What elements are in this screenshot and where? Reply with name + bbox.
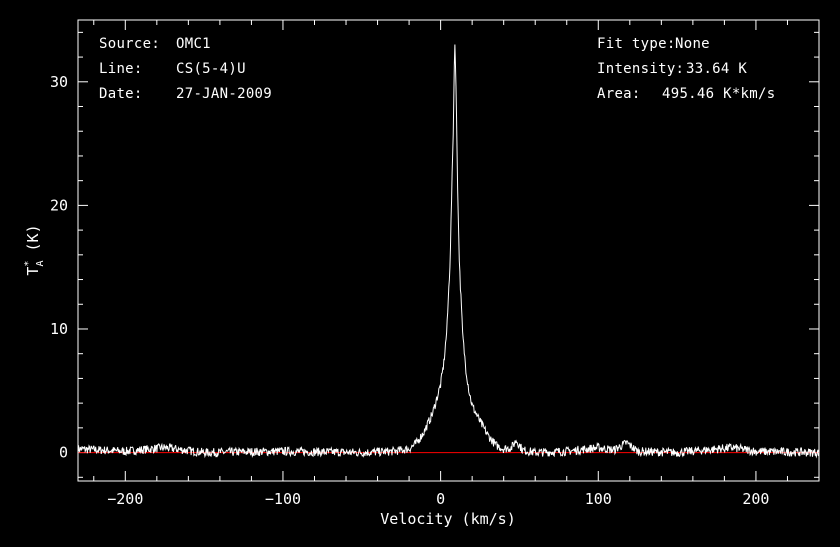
line-label: Line: bbox=[99, 61, 143, 77]
x-tick-label: 100 bbox=[585, 490, 612, 508]
x-tick-label: −100 bbox=[265, 490, 301, 508]
intensity-label: Intensity: bbox=[597, 61, 685, 77]
x-axis-label: Velocity (km/s) bbox=[380, 510, 515, 528]
svg-text:T*A (K): T*A (K) bbox=[23, 224, 46, 275]
date-label: Date: bbox=[99, 86, 143, 102]
x-tick-label: −200 bbox=[107, 490, 143, 508]
source-value: OMC1 bbox=[176, 36, 211, 52]
area-value: 495.46 K*km/s bbox=[662, 86, 776, 102]
tick-labels: −200 −100 0 100 200 0 10 20 30 bbox=[50, 73, 770, 508]
fit-type-label: Fit type: bbox=[597, 36, 676, 52]
y-tick-label: 0 bbox=[59, 444, 68, 462]
fit-type-value: None bbox=[675, 36, 710, 52]
spectrum-line bbox=[77, 44, 820, 459]
axis-ticks bbox=[78, 20, 820, 481]
intensity-value: 33.64 K bbox=[686, 61, 748, 77]
y-tick-label: 10 bbox=[50, 320, 68, 338]
source-label: Source: bbox=[99, 36, 161, 52]
y-tick-label: 30 bbox=[50, 73, 68, 91]
x-tick-label: 200 bbox=[742, 490, 769, 508]
x-tick-label: 0 bbox=[436, 490, 445, 508]
plot-frame bbox=[77, 19, 820, 482]
area-label: Area: bbox=[597, 86, 641, 102]
y-tick-label: 20 bbox=[50, 196, 68, 214]
y-axis-label: T*A (K) bbox=[23, 224, 46, 275]
line-value: CS(5-4)U bbox=[176, 61, 246, 77]
date-value: 27-JAN-2009 bbox=[176, 86, 273, 102]
